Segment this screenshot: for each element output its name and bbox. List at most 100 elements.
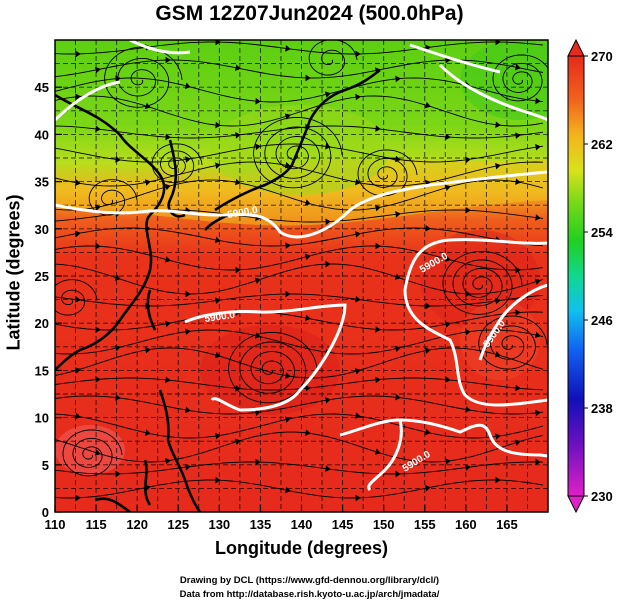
streamline-arrow bbox=[375, 125, 381, 132]
x-tick-label: 145 bbox=[332, 517, 354, 532]
streamline bbox=[62, 429, 123, 477]
streamline bbox=[55, 279, 98, 316]
streamline-arrow bbox=[355, 231, 361, 238]
streamline-arrow bbox=[305, 314, 311, 322]
streamline bbox=[492, 54, 548, 102]
streamline-arrow bbox=[304, 253, 311, 261]
streamline-arrow bbox=[75, 179, 81, 186]
streamline-arrow bbox=[355, 93, 361, 101]
streamline-arrow bbox=[94, 449, 101, 456]
streamline-arrow bbox=[284, 113, 291, 120]
colorbar-tick-label: 230 bbox=[591, 489, 613, 504]
x-tick-label: 140 bbox=[291, 517, 313, 532]
streamline-arrow bbox=[495, 40, 501, 46]
credit-drawing: Drawing by DCL (https://www.gfd-dennou.o… bbox=[179, 575, 440, 586]
streamline bbox=[55, 227, 544, 247]
streamline-arrow bbox=[185, 156, 191, 163]
streamline-arrow bbox=[305, 429, 311, 437]
streamline-arrow bbox=[184, 82, 191, 90]
geopotential-contours bbox=[55, 40, 548, 492]
streamline-arrow bbox=[164, 256, 171, 263]
streamline-arrow bbox=[425, 302, 431, 310]
streamline bbox=[55, 395, 544, 415]
streamline bbox=[55, 41, 544, 55]
streamline-arrow bbox=[165, 56, 171, 64]
streamline bbox=[55, 413, 544, 439]
streamline-arrow bbox=[394, 273, 401, 280]
streamline-arrow bbox=[425, 347, 431, 354]
streamline bbox=[55, 311, 544, 331]
x-tick-label: 125 bbox=[167, 517, 189, 532]
streamline-arrow bbox=[215, 162, 221, 169]
streamline-arrow bbox=[445, 321, 451, 328]
streamline-arrow bbox=[514, 63, 521, 71]
contour-label: 5900.0 bbox=[227, 205, 259, 221]
streamline-arrow bbox=[445, 376, 451, 383]
streamline-arrow bbox=[304, 199, 311, 206]
x-tick-label: 165 bbox=[496, 517, 518, 532]
streamline-arrow bbox=[144, 102, 151, 110]
streamline-arrow bbox=[94, 204, 101, 211]
streamline-arrow bbox=[75, 494, 81, 502]
streamline-arrow bbox=[465, 156, 471, 164]
streamline-arrow bbox=[515, 309, 521, 316]
streamline-arrow bbox=[465, 290, 471, 298]
colorbar-tick-label: 262 bbox=[591, 137, 613, 152]
streamline-arrow bbox=[395, 75, 401, 83]
streamline-arrow bbox=[375, 376, 381, 384]
streamline-arrow bbox=[465, 464, 471, 471]
streamline-arrow bbox=[374, 448, 381, 455]
streamline-arrow bbox=[495, 297, 501, 305]
streamline-arrow bbox=[285, 45, 291, 52]
streamline-arrow bbox=[395, 211, 401, 218]
streamline-arrow bbox=[495, 476, 501, 484]
streamline-arrow bbox=[355, 50, 361, 58]
y-axis: 0 5 10 15 20 25 30 35 40 45 bbox=[35, 80, 62, 520]
streamline-arrow bbox=[305, 385, 311, 392]
x-tick-label: 115 bbox=[86, 517, 107, 532]
streamline-arrow bbox=[214, 351, 221, 359]
streamline-arrow bbox=[534, 331, 541, 339]
colorbar-tick-label: 270 bbox=[591, 49, 613, 64]
y-tick-label: 20 bbox=[35, 316, 49, 331]
streamline-arrow bbox=[535, 214, 541, 221]
streamline-arrow bbox=[355, 494, 361, 502]
streamline-arrow bbox=[375, 204, 381, 212]
streamline-arrow bbox=[114, 274, 121, 281]
streamline-arrow bbox=[95, 376, 101, 383]
streamline-arrow bbox=[75, 93, 81, 101]
streamline-arrow bbox=[394, 345, 401, 353]
x-tick-label: 120 bbox=[126, 517, 148, 532]
streamline bbox=[478, 315, 548, 370]
temperature-field bbox=[55, 40, 548, 512]
streamline-arrow bbox=[115, 156, 121, 163]
streamline-arrow bbox=[495, 162, 501, 170]
streamline-arrow bbox=[235, 266, 241, 274]
streamline-arrow bbox=[285, 242, 291, 249]
y-axis-label: Latitude (degrees) bbox=[3, 194, 24, 351]
streamline-arrow bbox=[185, 463, 191, 471]
streamline-arrow bbox=[215, 236, 221, 244]
streamline-arrow bbox=[325, 143, 331, 150]
streamline-arrow bbox=[325, 218, 331, 226]
streamline-arrow bbox=[185, 406, 191, 414]
streamline bbox=[55, 143, 544, 163]
streamline-arrow bbox=[325, 397, 331, 404]
streamline-arrow bbox=[395, 470, 401, 478]
streamline-arrow bbox=[375, 326, 381, 333]
streamline-arrow bbox=[465, 206, 471, 214]
streamline-arrow bbox=[495, 121, 501, 129]
colorbar-tick-label: 238 bbox=[591, 401, 613, 416]
streamline-arrow bbox=[355, 178, 361, 186]
colorbar-tick-label: 254 bbox=[591, 225, 613, 240]
streamline-arrow bbox=[235, 384, 241, 392]
streamline-arrow bbox=[254, 277, 261, 285]
streamline-arrow bbox=[535, 409, 541, 417]
x-tick-label: 150 bbox=[373, 517, 395, 532]
streamline-arrow bbox=[515, 384, 521, 392]
streamline-arrow bbox=[465, 328, 471, 336]
streamline-arrow bbox=[234, 178, 241, 186]
streamline bbox=[55, 479, 544, 499]
streamline-arrow bbox=[424, 484, 431, 492]
streamline-arrow bbox=[285, 290, 291, 298]
